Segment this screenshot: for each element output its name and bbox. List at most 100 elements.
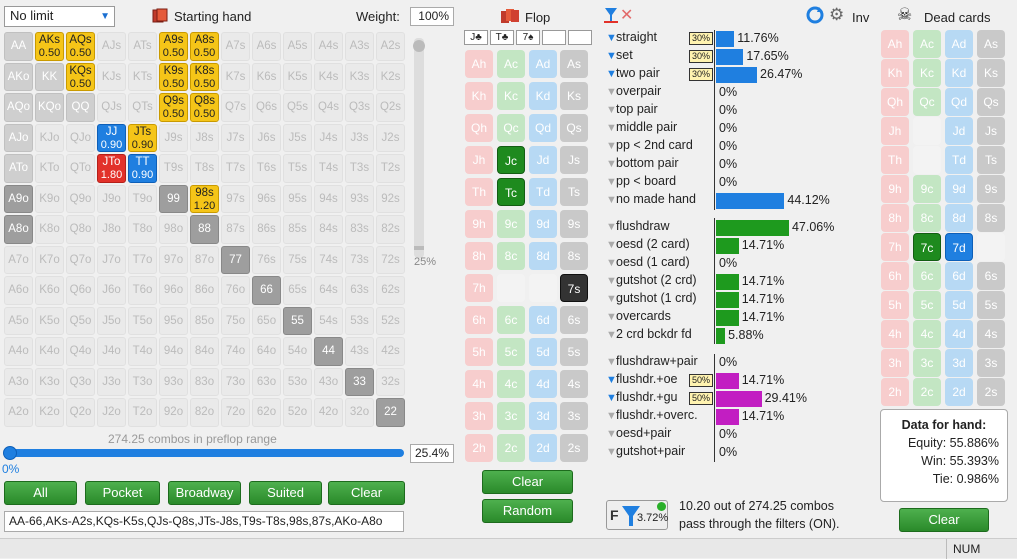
flop-card-Ts[interactable]: Ts [560, 178, 588, 206]
hand-cell[interactable]: 94o [159, 337, 188, 366]
hand-cell[interactable]: Q3s [345, 93, 374, 122]
hand-cell[interactable]: 55 [283, 306, 312, 335]
dead-card-7c[interactable]: 7c [913, 233, 941, 261]
funnel-filter-icon[interactable]: ▼ [606, 374, 617, 386]
flop-clear-button[interactable]: Clear [482, 470, 573, 494]
flop-card-Ks[interactable]: Ks [560, 82, 588, 110]
flop-card-8c[interactable]: 8c [497, 242, 525, 270]
dead-card-2c[interactable]: 2c [913, 378, 941, 406]
hand-cell[interactable]: T2o [128, 398, 157, 427]
hand-cell[interactable]: T8s [190, 154, 219, 183]
hand-cell[interactable]: T3o [128, 367, 157, 396]
hand-cell[interactable]: JTo 1.80 [97, 154, 126, 183]
hand-cell[interactable]: 95s [283, 184, 312, 213]
limit-select[interactable]: No limit ▼ [4, 6, 115, 27]
hand-cell[interactable]: QJo [66, 123, 95, 152]
funnel-filter-icon[interactable]: ▼ [606, 410, 617, 422]
flop-card-Kd[interactable]: Kd [529, 82, 557, 110]
hand-cell[interactable]: Q7s [221, 93, 250, 122]
stat-row[interactable]: ▼gutshot+pair [606, 444, 685, 461]
stat-row[interactable]: ▼two pair [606, 66, 660, 83]
weight-input[interactable]: 100% [410, 7, 454, 26]
stat-row[interactable]: ▼overcards [606, 309, 671, 326]
dead-card-As[interactable]: As [977, 30, 1005, 58]
hand-cell[interactable]: 92o [159, 398, 188, 427]
hand-cell[interactable]: Q8o [66, 215, 95, 244]
hand-cell[interactable]: K8o [35, 215, 64, 244]
inv-label[interactable]: Inv [852, 10, 870, 25]
hand-cell[interactable]: ATo [4, 154, 33, 183]
hand-cell[interactable]: K4o [35, 337, 64, 366]
hand-cell[interactable]: T6s [252, 154, 281, 183]
clear-range-button[interactable]: Clear [328, 481, 405, 505]
flop-card-4d[interactable]: 4d [529, 370, 557, 398]
hand-cell[interactable]: 72s [376, 245, 405, 274]
hand-cell[interactable]: 62s [376, 276, 405, 305]
funnel-filter-icon[interactable]: ▼ [606, 68, 617, 80]
funnel-filter-icon[interactable]: ▼ [606, 239, 617, 251]
flop-card-Qh[interactable]: Qh [465, 114, 493, 142]
dead-card-Ah[interactable]: Ah [881, 30, 909, 58]
hand-cell[interactable]: 93o [159, 367, 188, 396]
stat-row[interactable]: ▼straight [606, 30, 657, 47]
funnel-filter-icon[interactable]: ▼ [606, 140, 617, 152]
hand-cell[interactable]: J5s [283, 123, 312, 152]
hand-cell[interactable]: A5o [4, 306, 33, 335]
dead-card-Kh[interactable]: Kh [881, 59, 909, 87]
flop-slot[interactable]: J♣ [464, 30, 488, 45]
hand-cell[interactable]: A4s [314, 32, 343, 61]
hand-cell[interactable]: Q5o [66, 306, 95, 335]
hand-cell[interactable]: Q7o [66, 245, 95, 274]
stat-row[interactable]: ▼overpair [606, 84, 661, 101]
flop-card-3c[interactable]: 3c [497, 402, 525, 430]
hand-cell[interactable]: AQo [4, 93, 33, 122]
flop-card-4h[interactable]: 4h [465, 370, 493, 398]
hand-cell[interactable]: J2s [376, 123, 405, 152]
hand-cell[interactable]: 66 [252, 276, 281, 305]
flop-card-grid[interactable]: Ah Ac Ad As Kh Kc Kd Ks Qh Qc Qd Qs Jh Jc Jd Js Th Tc Td Ts… [464, 50, 588, 470]
hand-cell[interactable]: K8s 0.50 [190, 62, 219, 91]
hand-cell[interactable]: A5s [283, 32, 312, 61]
hand-cell[interactable]: 44 [314, 337, 343, 366]
dead-card-2s[interactable]: 2s [977, 378, 1005, 406]
hand-cell[interactable]: K6s [252, 62, 281, 91]
hand-cell[interactable]: 84s [314, 215, 343, 244]
hand-cell[interactable]: 75o [221, 306, 250, 335]
hand-cell[interactable]: 83o [190, 367, 219, 396]
dead-card-6d[interactable]: 6d [945, 262, 973, 290]
dead-card-7h[interactable]: 7h [881, 233, 909, 261]
dead-card-8h[interactable]: 8h [881, 204, 909, 232]
dead-card-8d[interactable]: 8d [945, 204, 973, 232]
flop-card-Jc[interactable]: Jc [497, 146, 525, 174]
dead-card-6c[interactable]: 6c [913, 262, 941, 290]
hand-cell[interactable]: T9o [128, 184, 157, 213]
dead-card-9c[interactable]: 9c [913, 175, 941, 203]
hand-cell[interactable]: A6s [252, 32, 281, 61]
stat-threshold-tag[interactable]: 30% [689, 32, 713, 45]
hand-cell[interactable]: A2o [4, 398, 33, 427]
hand-cell[interactable]: 92s [376, 184, 405, 213]
dead-card-Js[interactable]: Js [977, 117, 1005, 145]
hand-cell[interactable]: QQ [66, 93, 95, 122]
flop-card-2h[interactable]: 2h [465, 434, 493, 462]
hand-cell[interactable]: 64o [252, 337, 281, 366]
funnel-filter-icon[interactable]: ▼ [606, 446, 617, 458]
hand-cell[interactable]: AJs [97, 32, 126, 61]
stat-row[interactable]: ▼pp < 2nd card [606, 138, 693, 155]
flop-card-4c[interactable]: 4c [497, 370, 525, 398]
stat-row[interactable]: ▼gutshot (1 crd) [606, 291, 697, 308]
hand-cell[interactable]: T3s [345, 154, 374, 183]
flop-card-Tc[interactable]: Tc [497, 178, 525, 206]
dead-card-3s[interactable]: 3s [977, 349, 1005, 377]
dead-card-Ts[interactable]: Ts [977, 146, 1005, 174]
hand-cell[interactable]: 64s [314, 276, 343, 305]
stat-row[interactable]: ▼flushdr.+gu [606, 390, 678, 407]
hand-cell[interactable]: 52o [283, 398, 312, 427]
stat-row[interactable]: ▼flushdr.+overc. [606, 408, 698, 425]
hand-cell[interactable]: AA [4, 32, 33, 61]
stat-row[interactable]: ▼bottom pair [606, 156, 679, 173]
hand-cell[interactable]: Q2s [376, 93, 405, 122]
dead-card-6s[interactable]: 6s [977, 262, 1005, 290]
hand-cell[interactable]: Q9s 0.50 [159, 93, 188, 122]
hand-cell[interactable]: AJo [4, 123, 33, 152]
